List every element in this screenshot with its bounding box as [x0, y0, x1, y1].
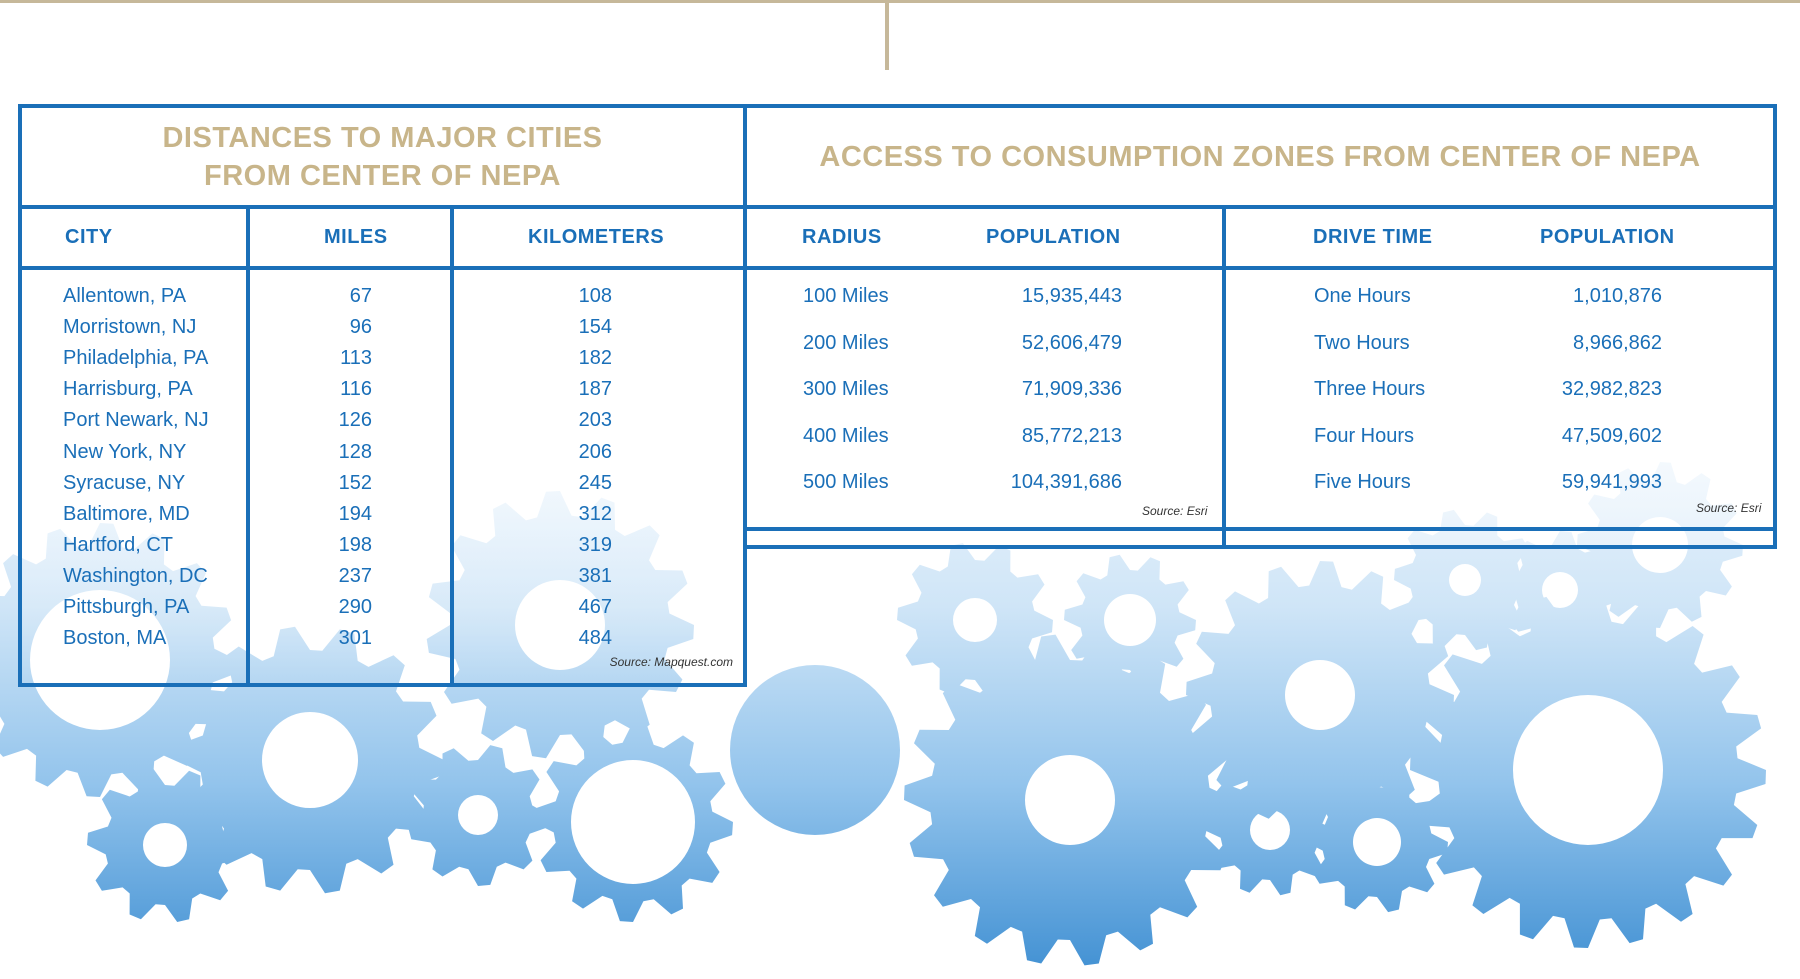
city-cell: Syracuse, NY	[63, 471, 186, 494]
access-divider	[1222, 209, 1226, 545]
km-cell: 154	[578, 316, 612, 339]
miles-cell: 290	[338, 596, 372, 618]
distances-title-line2: FROM CENTER OF NEPA	[204, 159, 561, 192]
city-cell: Pittsburgh, PA	[63, 596, 190, 618]
radius-population-cell: 52,606,479	[1021, 331, 1122, 354]
radius-source: Source: Esri	[1142, 504, 1208, 518]
header-miles: MILES	[324, 226, 388, 248]
miles-cell: 237	[338, 564, 372, 587]
access-table: ACCESS TO CONSUMPTION ZONES FROM CENTER …	[743, 104, 1777, 549]
access-header-row: RADIUS POPULATION DRIVE TIME POPULATION	[747, 209, 1773, 270]
header-drive-population: POPULATION	[1540, 226, 1675, 248]
radius-cell: 100 Miles	[803, 285, 889, 307]
drive-population-cell: 32,982,823	[1561, 378, 1662, 401]
km-cell: 203	[578, 409, 612, 432]
city-cell: Morristown, NJ	[63, 316, 197, 339]
drive-population-cell: 8,966,862	[1573, 331, 1662, 354]
km-cell: 381	[578, 564, 612, 587]
distances-title-line1: DISTANCES TO MAJOR CITIES	[162, 121, 603, 154]
header-radius: RADIUS	[802, 226, 882, 248]
radius-cell: 400 Miles	[803, 424, 889, 447]
radius-cell: 500 Miles	[803, 471, 889, 494]
gear-icon	[1204, 764, 1336, 896]
miles-cell: 128	[338, 440, 372, 463]
drive-time-cell: Three Hours	[1314, 378, 1426, 401]
access-title-band: ACCESS TO CONSUMPTION ZONES FROM CENTER …	[747, 108, 1773, 209]
km-cell: 467	[578, 596, 612, 618]
header-radius-population: POPULATION	[986, 226, 1121, 248]
header-drive-time: DRIVE TIME	[1313, 226, 1433, 248]
gear-icon	[1306, 771, 1448, 913]
city-cell: Philadelphia, PA	[63, 347, 209, 370]
radius-population-cell: 85,772,213	[1021, 424, 1122, 447]
distances-header-row: CITY MILES KILOMETERS	[22, 209, 743, 270]
km-cell: 484	[578, 627, 612, 650]
gold-connector-line	[885, 0, 889, 70]
top-gold-rule	[0, 0, 1800, 3]
km-cell: 187	[578, 378, 612, 401]
gear-icon	[904, 634, 1236, 966]
gear-icon	[1410, 592, 1766, 948]
drive-time-cell: Four Hours	[1314, 424, 1415, 447]
city-cell: Hartford, CT	[63, 533, 174, 556]
city-cell: New York, NY	[63, 440, 187, 463]
miles-cell: 152	[338, 471, 372, 494]
miles-cell: 198	[338, 533, 372, 556]
miles-cell: 116	[340, 378, 372, 401]
drive-time-cell: Five Hours	[1314, 471, 1411, 494]
gear-icon	[176, 626, 444, 894]
access-bottom-rule	[747, 527, 1773, 531]
gear-icon	[897, 543, 1053, 697]
drive-time-cell: Two Hours	[1314, 331, 1410, 354]
header-city: CITY	[65, 226, 113, 248]
city-cell: Washington, DC	[63, 564, 208, 587]
gear-icon	[1186, 561, 1454, 829]
distances-source: Source: Mapquest.com	[609, 655, 733, 669]
city-cell: Boston, MA	[63, 627, 167, 650]
distances-table: DISTANCES TO MAJOR CITIES FROM CENTER OF…	[18, 104, 747, 687]
drive-source: Source: Esri	[1696, 501, 1762, 515]
city-cell: Harrisburg, PA	[63, 378, 193, 401]
city-cell: Baltimore, MD	[63, 502, 190, 525]
drive-population-cell: 59,941,993	[1561, 471, 1662, 494]
miles-cell: 194	[338, 502, 372, 525]
city-cell: Port Newark, NJ	[63, 409, 209, 432]
drive-population-cell: 1,010,876	[1573, 285, 1662, 307]
header-kilometers: KILOMETERS	[528, 226, 665, 248]
distances-divider-2	[450, 209, 454, 687]
access-title: ACCESS TO CONSUMPTION ZONES FROM CENTER …	[819, 140, 1701, 173]
km-cell: 312	[578, 502, 612, 525]
miles-cell: 96	[349, 316, 372, 339]
radius-population-cell: 104,391,686	[1010, 471, 1122, 494]
miles-cell: 126	[338, 409, 372, 432]
miles-cell: 67	[349, 285, 372, 307]
km-cell: 108	[578, 285, 612, 307]
drive-population-cell: 47,509,602	[1561, 424, 1662, 447]
radius-population-cell: 15,935,443	[1021, 285, 1122, 307]
km-cell: 245	[578, 471, 612, 494]
radius-population-cell: 71,909,336	[1021, 378, 1122, 401]
km-cell: 182	[578, 347, 612, 370]
km-cell: 319	[578, 533, 612, 556]
miles-cell: 113	[340, 347, 372, 370]
radius-cell: 200 Miles	[803, 331, 889, 354]
radius-cell: 300 Miles	[803, 378, 889, 401]
km-cell: 206	[578, 440, 612, 463]
city-cell: Allentown, PA	[63, 285, 187, 307]
gear-icon	[533, 722, 733, 922]
distances-title: DISTANCES TO MAJOR CITIES FROM CENTER OF…	[22, 108, 743, 209]
distances-divider-1	[246, 209, 250, 687]
gear-icon	[408, 745, 549, 886]
gear-icon	[1501, 531, 1619, 649]
drive-time-cell: One Hours	[1314, 285, 1411, 307]
miles-cell: 301	[338, 627, 372, 650]
gear-icon	[87, 768, 243, 922]
gear-icon	[730, 665, 900, 835]
